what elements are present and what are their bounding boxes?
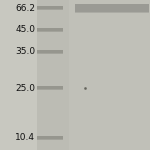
Bar [37, 9, 63, 10]
Bar [37, 28, 63, 32]
Bar [75, 12, 148, 13]
Text: 25.0: 25.0 [15, 84, 35, 93]
Bar [75, 4, 148, 13]
Bar [37, 0, 150, 150]
Bar [37, 31, 63, 32]
Text: 10.4: 10.4 [15, 134, 35, 142]
Text: 35.0: 35.0 [15, 47, 35, 56]
Bar [37, 139, 63, 140]
Bar [37, 89, 63, 90]
Bar [37, 53, 63, 54]
Bar [37, 50, 63, 54]
Bar [37, 86, 63, 90]
Text: 66.2: 66.2 [15, 4, 35, 13]
Text: 45.0: 45.0 [15, 26, 35, 34]
Bar [37, 6, 63, 10]
Bar [37, 0, 69, 150]
Bar [37, 136, 63, 140]
